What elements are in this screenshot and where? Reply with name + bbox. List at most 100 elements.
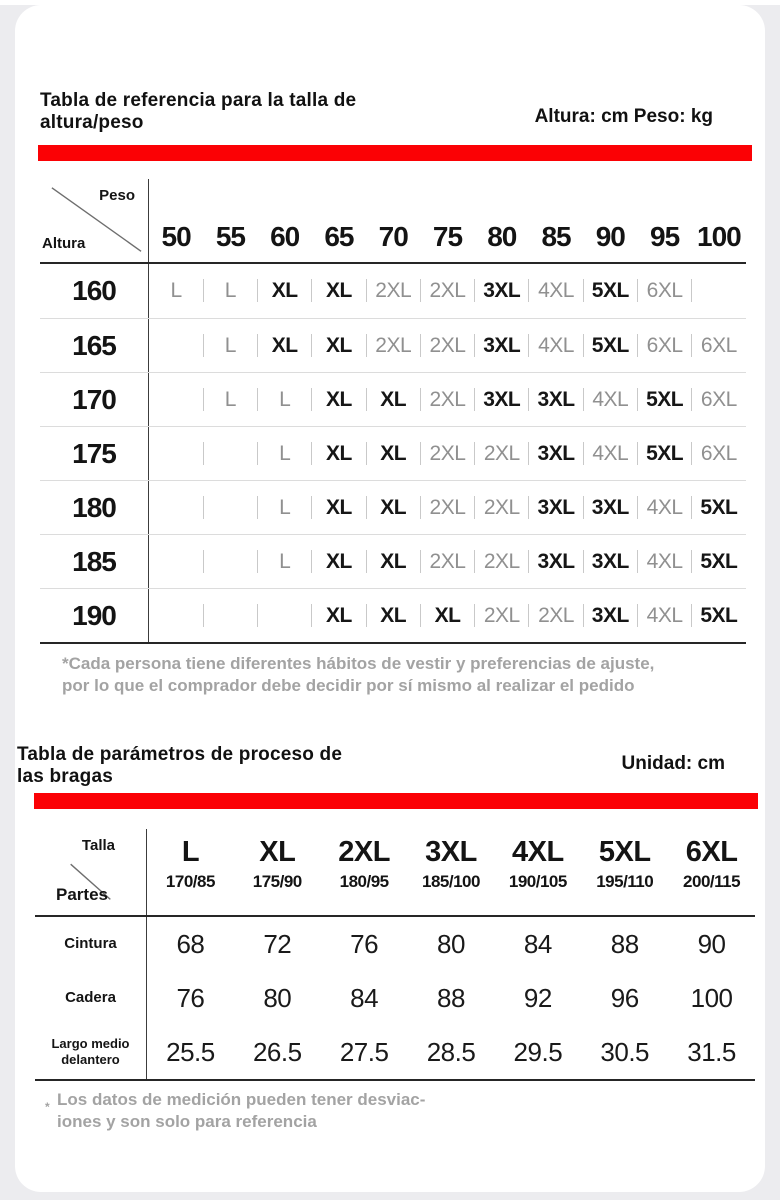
t1-size-cell: XL: [311, 589, 366, 642]
t1-size-cell: 6XL: [691, 319, 746, 372]
t1-size-cell: 6XL: [691, 427, 746, 480]
t1-size-cell: XL: [311, 264, 366, 318]
size-chart-card: Tabla de referencia para la talla de alt…: [15, 5, 765, 1192]
t2-size-header: 2XL 180/95: [321, 829, 408, 915]
t1-size-cell: [257, 589, 312, 642]
t2-part-label: Cadera: [35, 971, 147, 1025]
t2-value-cell: 76: [350, 928, 379, 959]
t1-size-cell: 5XL: [636, 427, 691, 480]
t2-size-label: XL: [259, 836, 296, 868]
t1-size-cell: 4XL: [582, 427, 637, 480]
t1-size-cell: 5XL: [582, 264, 637, 318]
t2-height-weight-label: 200/115: [683, 872, 741, 891]
t2-value-cell: 100: [690, 982, 733, 1013]
t2-value-cell: 84: [523, 928, 552, 959]
t1-size-cell: XL: [311, 427, 366, 480]
t1-row: 165 L XL XL 2XL 2XL 3XL 4XL 5XL 6XL 6XL: [40, 318, 746, 372]
t1-size-cell: [149, 535, 203, 588]
t1-size-cell: L: [202, 319, 257, 372]
t1-size-cell: 3XL: [474, 264, 529, 318]
panty-parameters-table: Talla Partes L 170/85 XL 175/90 2XL 180/95 3XL…: [35, 829, 755, 1081]
t2-value-cell: 96: [610, 982, 639, 1013]
t1-size-cell: 4XL: [528, 319, 583, 372]
t1-weight-header: 70: [378, 221, 409, 252]
t1-size-cell: [149, 427, 203, 480]
t2-value-cell: 68: [176, 928, 205, 959]
t1-size-cell: 3XL: [582, 481, 637, 534]
t1-size-cell: 2XL: [474, 589, 529, 642]
t1-corner-cell: Peso Altura: [40, 179, 149, 262]
t1-size-cell: XL: [365, 589, 420, 642]
t1-size-cell: XL: [311, 481, 366, 534]
t1-size-cell: 2XL: [419, 535, 474, 588]
t1-corner-peso-label: Peso: [99, 187, 135, 204]
t1-size-cell: 4XL: [582, 373, 637, 426]
t1-body: 160 L L XL XL 2XL 2XL 3XL 4XL 5XL 6XL 165 L XL XL 2XL 2X…: [40, 264, 746, 644]
section2-footnote: * Los datos de medición pueden tener desv…: [45, 1089, 425, 1133]
t1-size-cell: XL: [257, 319, 312, 372]
t1-size-cell: 6XL: [636, 319, 691, 372]
previous-card-bottom-edge: [0, 0, 780, 5]
t1-size-cell: 4XL: [636, 481, 691, 534]
t1-size-cell: XL: [365, 535, 420, 588]
t2-part-label: Largo medio delantero: [35, 1025, 147, 1079]
t1-row: 190 XL XL XL 2XL 2XL 3XL 4XL 5XL: [40, 588, 746, 642]
t1-size-cell: 3XL: [528, 481, 583, 534]
t1-size-cell: L: [257, 373, 312, 426]
t1-size-cell: [149, 319, 203, 372]
t2-size-header: 4XL 190/105: [494, 829, 581, 915]
t2-size-header: XL 175/90: [234, 829, 321, 915]
t1-height-label: 190: [40, 589, 149, 642]
t1-size-cell: [691, 264, 746, 318]
t2-size-label: L: [181, 836, 200, 868]
t1-size-cell: [149, 481, 203, 534]
t1-weight-header: 95: [650, 221, 680, 252]
t1-size-cell: 2XL: [419, 319, 474, 372]
t2-value-cell: 29.5: [513, 1036, 563, 1067]
t2-row: Cintura 68 72 76 80 84 88 90: [35, 917, 755, 971]
t1-size-cell: L: [202, 264, 257, 318]
t1-size-cell: 5XL: [582, 319, 637, 372]
t2-size-label: 4XL: [512, 836, 564, 868]
t2-value-cell: 28.5: [426, 1036, 476, 1067]
t2-value-cell: 30.5: [600, 1036, 650, 1067]
t2-size-label: 2XL: [338, 836, 390, 868]
t1-size-cell: 3XL: [474, 319, 529, 372]
t2-size-label: 6XL: [685, 836, 738, 868]
t1-size-cell: 6XL: [691, 373, 746, 426]
t1-size-cell: XL: [311, 535, 366, 588]
t2-height-weight-label: 170/85: [165, 872, 216, 891]
t1-weight-header: 50: [161, 221, 192, 252]
t1-size-cell: L: [202, 373, 257, 426]
t1-size-cell: 2XL: [528, 589, 583, 642]
t1-height-label: 175: [40, 427, 149, 480]
red-divider-bar: [34, 793, 758, 809]
t1-size-cell: 3XL: [528, 427, 583, 480]
t2-row: Largo medio delantero 25.5 26.5 27.5 28.5 29.…: [35, 1025, 755, 1079]
t1-size-cell: 4XL: [636, 589, 691, 642]
t2-height-weight-label: 190/105: [508, 872, 567, 891]
t1-size-cell: [202, 427, 257, 480]
t1-height-label: 185: [40, 535, 149, 588]
t1-size-cell: 5XL: [636, 373, 691, 426]
t1-height-label: 170: [40, 373, 149, 426]
t1-size-cell: 2XL: [365, 319, 420, 372]
section2-unit-label: Unidad: cm: [621, 753, 725, 774]
t1-corner-altura-label: Altura: [42, 235, 86, 252]
t1-size-cell: L: [257, 535, 312, 588]
section1-footnote: *Cada persona tiene diferentes hábitos d…: [62, 654, 655, 695]
t1-row: 170 L L XL XL 2XL 3XL 3XL 4XL 5XL 6XL: [40, 372, 746, 426]
t1-row: 175 L XL XL 2XL 2XL 3XL 4XL 5XL 6XL: [40, 426, 746, 480]
t2-height-weight-label: 180/95: [339, 872, 390, 891]
t1-weight-header: 100: [697, 221, 742, 252]
t1-weight-header: 85: [541, 221, 571, 252]
t2-body: Cintura 68 72 76 80 84 88 90 Cadera 76 80 84 88 92 96 1…: [35, 917, 755, 1081]
t1-row: 180 L XL XL 2XL 2XL 3XL 3XL 4XL 5XL: [40, 480, 746, 534]
t2-value-cell: 80: [263, 982, 292, 1013]
t1-size-cell: XL: [257, 264, 312, 318]
t2-size-label: 3XL: [425, 836, 477, 868]
asterisk-marker: *: [45, 1100, 50, 1114]
t1-size-cell: 4XL: [528, 264, 583, 318]
t1-size-cell: 2XL: [419, 481, 474, 534]
t1-size-cell: 3XL: [528, 535, 583, 588]
